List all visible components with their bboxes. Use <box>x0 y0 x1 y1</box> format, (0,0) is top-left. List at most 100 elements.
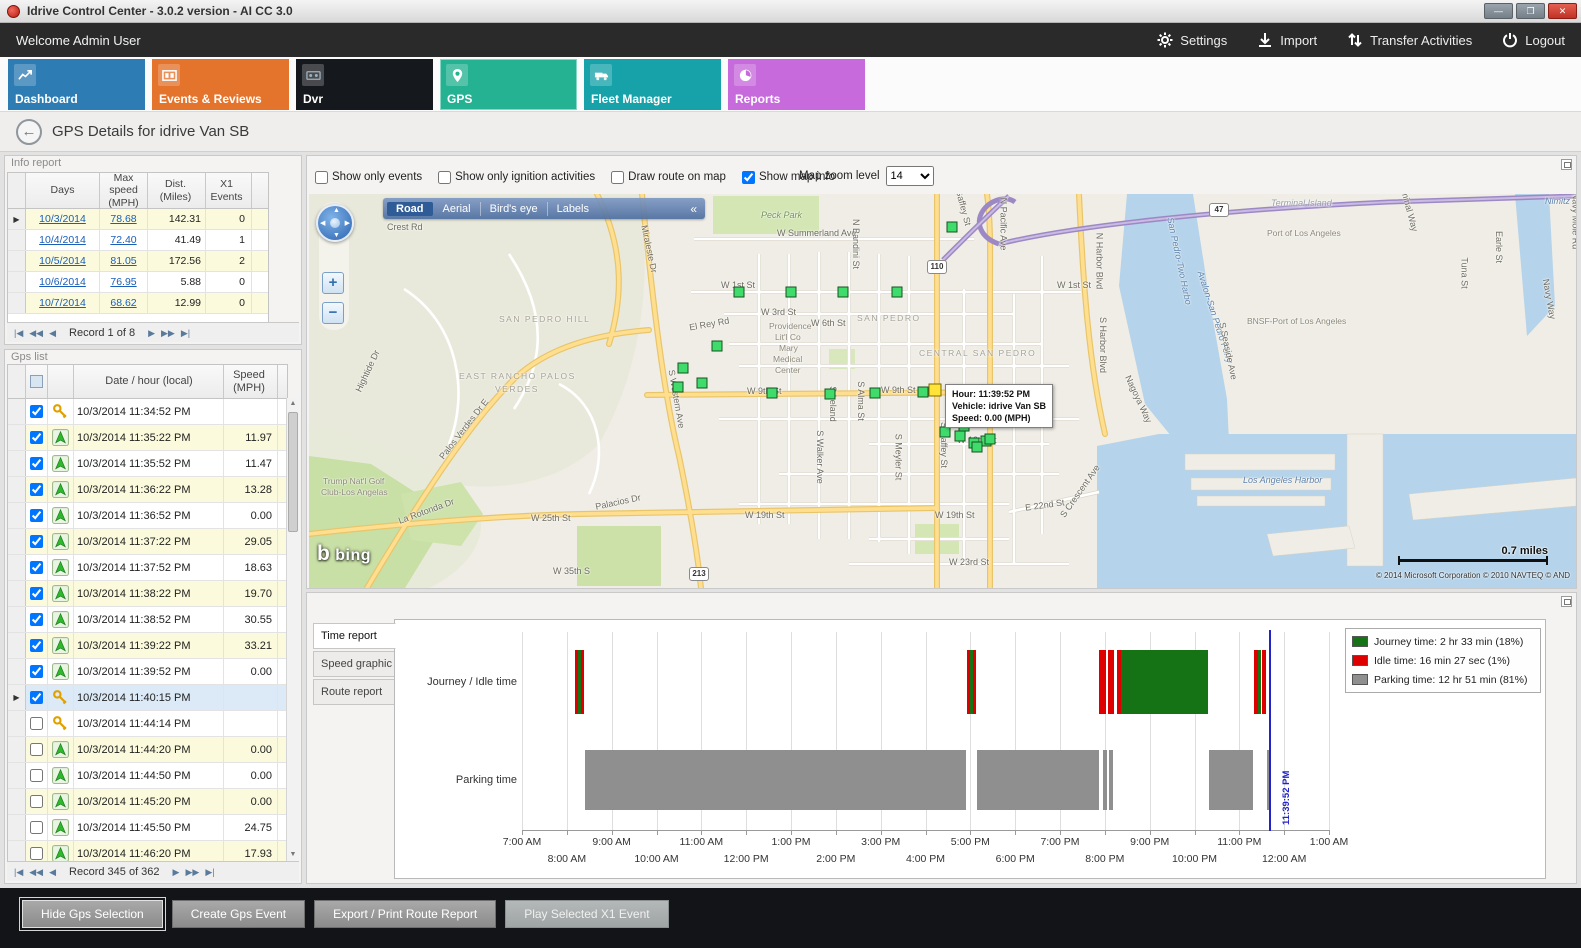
gps-row-checkbox[interactable] <box>30 795 43 808</box>
gps-row-checkbox[interactable] <box>30 405 43 418</box>
pager-prev-button[interactable]: ◀ <box>49 327 57 338</box>
map-option-checkbox[interactable] <box>611 170 625 184</box>
route-marker[interactable] <box>672 381 684 393</box>
route-marker-selected[interactable] <box>928 383 942 397</box>
max-speed-link[interactable]: 76.95 <box>110 276 137 288</box>
max-speed-link[interactable]: 81.05 <box>110 255 137 267</box>
gps-row-checkbox[interactable] <box>30 691 43 704</box>
gps-list-row[interactable]: 10/3/2014 11:37:22 PM 29.05 <box>8 529 287 555</box>
footer-button-export-print-route-report[interactable]: Export / Print Route Report <box>314 900 497 928</box>
pan-up-icon[interactable]: ▲ <box>333 207 340 214</box>
pager-next-button[interactable]: ▶| <box>205 866 215 877</box>
close-button[interactable]: ✕ <box>1548 3 1577 19</box>
pager-next-button[interactable]: ▶ <box>172 866 180 877</box>
info-report-row[interactable]: 10/5/2014 81.05 172.56 2 <box>8 251 268 272</box>
col-speed[interactable]: Speed (MPH) <box>224 365 278 398</box>
gps-row-checkbox[interactable] <box>30 769 43 782</box>
gps-list-row[interactable]: 10/3/2014 11:35:52 PM 11.47 <box>8 451 287 477</box>
gps-row-checkbox[interactable] <box>30 821 43 834</box>
gps-row-checkbox[interactable] <box>30 847 43 860</box>
info-report-row[interactable]: 10/6/2014 76.95 5.88 0 <box>8 272 268 293</box>
pager-next-button[interactable]: ▶▶ <box>185 866 200 877</box>
gps-row-checkbox[interactable] <box>30 457 43 470</box>
time-tab-speed-graphic[interactable]: Speed graphic <box>313 651 395 677</box>
window-titlebar[interactable]: Idrive Control Center - 3.0.2 version - … <box>0 0 1581 23</box>
info-report-row[interactable]: ▶ 10/3/2014 78.68 142.31 0 <box>8 209 268 230</box>
day-link[interactable]: 10/5/2014 <box>39 255 86 267</box>
pager-next-button[interactable]: ▶▶ <box>161 327 175 338</box>
route-marker[interactable] <box>954 430 966 442</box>
col-date-hour[interactable]: Date / hour (local) <box>74 365 224 398</box>
day-link[interactable]: 10/4/2014 <box>39 234 86 246</box>
route-marker[interactable] <box>869 387 881 399</box>
route-marker[interactable] <box>677 362 689 374</box>
gps-row-checkbox[interactable] <box>30 665 43 678</box>
scroll-down-icon[interactable]: ▼ <box>289 851 297 858</box>
gps-row-checkbox[interactable] <box>30 587 43 600</box>
gps-row-checkbox[interactable] <box>30 717 43 730</box>
gps-row-checkbox[interactable] <box>30 613 43 626</box>
info-report-row[interactable]: 10/4/2014 72.40 41.49 1 <box>8 230 268 251</box>
gps-list-row[interactable]: 10/3/2014 11:45:50 PM 24.75 <box>8 815 287 841</box>
route-marker[interactable] <box>917 386 929 398</box>
info-report-row[interactable]: 10/7/2014 68.62 12.99 0 <box>8 293 268 314</box>
max-speed-link[interactable]: 78.68 <box>110 213 137 225</box>
footer-button-create-gps-event[interactable]: Create Gps Event <box>171 900 306 928</box>
pager-prev-button[interactable]: ◀ <box>49 866 57 877</box>
col-max-speed[interactable]: Max speed (MPH) <box>100 173 148 209</box>
gps-list-row[interactable]: 10/3/2014 11:46:20 PM 17.93 <box>8 841 287 861</box>
pager-prev-button[interactable]: |◀ <box>14 327 24 338</box>
route-marker[interactable] <box>785 286 797 298</box>
pan-left-icon[interactable]: ◀ <box>320 220 326 227</box>
route-marker[interactable] <box>766 387 778 399</box>
footer-button-hide-gps-selection[interactable]: Hide Gps Selection <box>19 897 166 931</box>
scrollbar-thumb[interactable] <box>288 412 298 532</box>
gps-list-row[interactable]: 10/3/2014 11:37:52 PM 18.63 <box>8 555 287 581</box>
gps-list-row[interactable]: 10/3/2014 11:39:22 PM 33.21 <box>8 633 287 659</box>
gps-list-row[interactable]: ▶ 10/3/2014 11:40:15 PM <box>8 685 287 711</box>
map-style-tab-birdseye[interactable]: Bird's eye <box>481 201 548 216</box>
nav-tile-gps[interactable]: GPS <box>440 59 577 110</box>
topbar-action-transfer[interactable]: Transfer Activities <box>1347 32 1472 48</box>
footer-button-play-selected-x1-event[interactable]: Play Selected X1 Event <box>505 900 669 928</box>
pager-next-button[interactable]: ▶ <box>148 327 155 338</box>
gps-row-checkbox[interactable] <box>30 639 43 652</box>
maximize-button[interactable]: ❐ <box>1516 3 1545 19</box>
scroll-up-icon[interactable]: ▲ <box>289 400 297 407</box>
map-style-tab-labels[interactable]: Labels <box>556 202 589 215</box>
gps-list-row[interactable]: 10/3/2014 11:45:20 PM 0.00 <box>8 789 287 815</box>
gps-row-checkbox[interactable] <box>30 561 43 574</box>
select-all-icon[interactable] <box>30 375 43 388</box>
route-marker[interactable] <box>711 340 723 352</box>
gps-list-scrollbar[interactable]: ▲ ▼ <box>286 398 299 861</box>
pager-prev-button[interactable]: ◀◀ <box>29 866 44 877</box>
map-zoom-select[interactable]: 14 <box>885 166 934 186</box>
gps-list-row[interactable]: 10/3/2014 11:35:22 PM 11.97 <box>8 425 287 451</box>
pager-next-button[interactable]: ▶| <box>180 327 191 338</box>
gps-row-checkbox[interactable] <box>30 483 43 496</box>
route-marker[interactable] <box>824 388 836 400</box>
map-option[interactable]: Show map info <box>741 170 835 184</box>
pager-prev-button[interactable]: |◀ <box>14 866 24 877</box>
map-option-checkbox[interactable] <box>741 170 755 184</box>
map-option-checkbox[interactable] <box>438 170 452 184</box>
gps-list-row[interactable]: 10/3/2014 11:38:52 PM 30.55 <box>8 607 287 633</box>
gps-list-row[interactable]: 10/3/2014 11:38:22 PM 19.70 <box>8 581 287 607</box>
route-marker[interactable] <box>837 286 849 298</box>
col-distance[interactable]: Dist. (Miles) <box>148 173 206 208</box>
topbar-action-logout[interactable]: Logout <box>1502 32 1565 48</box>
col-x1-events[interactable]: X1 Events <box>206 173 252 208</box>
map-option[interactable]: Show only ignition activities <box>438 170 595 184</box>
col-days[interactable]: Days <box>26 173 100 208</box>
gps-row-checkbox[interactable] <box>30 431 43 444</box>
nav-tile-events[interactable]: Events & Reviews <box>152 59 289 110</box>
zoom-in-button[interactable]: + <box>322 272 344 294</box>
day-link[interactable]: 10/3/2014 <box>39 213 86 225</box>
route-marker[interactable] <box>891 286 903 298</box>
map-style-collapse-button[interactable]: « <box>690 201 697 216</box>
day-link[interactable]: 10/7/2014 <box>39 297 86 309</box>
gps-list-row[interactable]: 10/3/2014 11:36:22 PM 13.28 <box>8 477 287 503</box>
map-panel-maximize-button[interactable] <box>1561 159 1572 170</box>
time-tab-route-report[interactable]: Route report <box>313 679 395 705</box>
map-option[interactable]: Draw route on map <box>611 170 726 184</box>
